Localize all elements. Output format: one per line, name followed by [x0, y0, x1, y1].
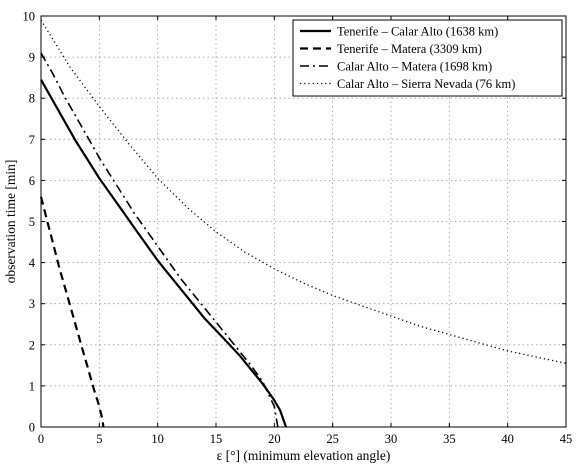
legend-label-1: Tenerife – Calar Alto (1638 km) — [337, 25, 498, 39]
x-tick-label: 0 — [38, 432, 44, 446]
y-tick-label: 9 — [29, 51, 35, 65]
legend: Tenerife – Calar Alto (1638 km) Tenerife … — [292, 19, 563, 97]
x-tick-label: 30 — [385, 432, 398, 446]
x-tick-label: 40 — [501, 432, 514, 446]
series-line-1 — [40, 79, 288, 428]
y-tick-label: 0 — [29, 421, 35, 435]
y-tick-label: 7 — [29, 133, 35, 147]
x-tick-label: 45 — [560, 432, 573, 446]
legend-box — [292, 19, 563, 97]
series-layer — [39, 19, 567, 428]
y-tick-label: 6 — [29, 174, 35, 188]
y-axis-label: observation time [min] — [3, 160, 18, 284]
y-tick-label: 2 — [29, 338, 35, 352]
series-line-3 — [40, 52, 279, 428]
y-tick-label: 1 — [29, 379, 35, 393]
x-tick-label: 15 — [210, 432, 223, 446]
y-tick-label: 5 — [29, 215, 35, 229]
series-line-2 — [39, 196, 105, 428]
legend-label-2: Tenerife – Matera (3309 km) — [337, 42, 482, 56]
legend-label-4: Calar Alto – Sierra Nevada (76 km) — [337, 77, 515, 91]
x-tick-label: 5 — [96, 432, 102, 446]
x-tick-label: 10 — [151, 432, 164, 446]
x-axis: 0 5 10 15 20 25 30 35 40 45 — [38, 16, 572, 446]
x-axis-label: ε [°] (minimum elevation angle) — [217, 448, 391, 463]
y-axis: 0 1 2 3 4 5 6 7 8 9 10 — [23, 10, 566, 435]
series-line-4 — [40, 19, 567, 364]
y-tick-label: 8 — [29, 92, 35, 106]
x-tick-label: 20 — [268, 432, 281, 446]
y-tick-label: 4 — [29, 256, 36, 270]
legend-label-3: Calar Alto – Matera (1698 km) — [337, 60, 492, 74]
y-tick-label: 10 — [23, 10, 36, 24]
x-tick-label: 35 — [443, 432, 456, 446]
x-tick-label: 25 — [326, 432, 339, 446]
y-tick-label: 3 — [29, 297, 35, 311]
